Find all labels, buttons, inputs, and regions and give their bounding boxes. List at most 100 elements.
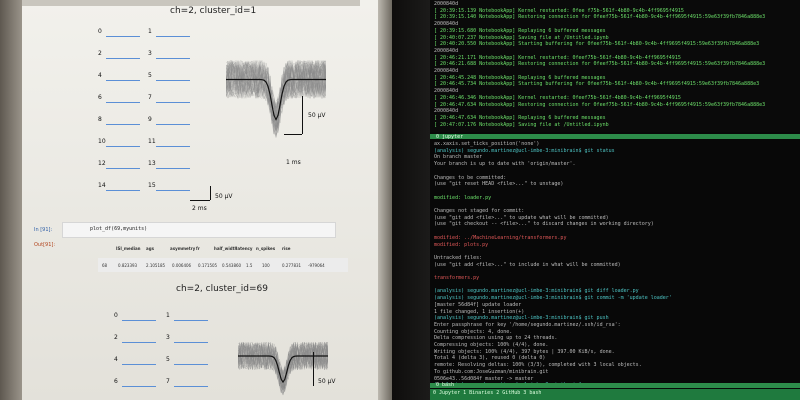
terminal-line: [ 20:46:45.734 NotebookApp] Starting buf… xyxy=(434,81,760,88)
plot2-spike-waveforms xyxy=(238,341,328,396)
terminal-line: 2000840d xyxy=(434,47,459,54)
plot1-channel-label: 0 xyxy=(98,28,102,35)
spike-trace xyxy=(226,60,326,132)
plot2-channel-label: 5 xyxy=(166,356,170,363)
terminal-line: remote: Resolving deltas: 100% (3/3), co… xyxy=(434,362,642,369)
monitor-bezel xyxy=(0,0,22,400)
plot1-channel-trace xyxy=(156,146,190,147)
grid-ms-label: 2 ms xyxy=(192,205,207,212)
dataframe-cell: 0.006406 xyxy=(172,263,192,268)
terminal-line: Counting objects: 4, done. xyxy=(434,328,513,335)
plot2-channel-trace xyxy=(122,386,156,387)
plot1-channel-trace xyxy=(106,102,140,103)
terminal-line: [ 20:40:07.237 NotebookApp] Saving file … xyxy=(434,34,609,41)
plot2-channel-label: 3 xyxy=(166,334,170,341)
plot2-channel-label: 7 xyxy=(166,378,170,385)
terminal-line: Enter passphrase for key '/home/segundo.… xyxy=(434,321,621,328)
notebook-top-strip xyxy=(22,0,360,6)
monitor-edge xyxy=(378,0,392,400)
dataframe-column-header: half_width xyxy=(214,246,238,251)
plot1-uv-label: 50 μV xyxy=(308,112,326,119)
spike-trace xyxy=(238,342,328,385)
dataframe-cell: 0.823393 xyxy=(118,263,138,268)
plot1-channel-label: 14 xyxy=(98,182,106,189)
terminal-line: [ 20:39:15.140 NotebookApp] Restoring co… xyxy=(434,14,766,21)
plot2-channel-trace xyxy=(122,320,156,321)
code-cell[interactable] xyxy=(62,222,336,238)
terminal-line: [ 20:46:47.634 NotebookApp] Replaying 6 … xyxy=(434,114,606,121)
terminal-line: modified: plots.py xyxy=(434,241,489,248)
plot1-channel-trace xyxy=(106,168,140,169)
dataframe-column-header: fr xyxy=(196,246,200,251)
terminal-line: 2000840d xyxy=(434,21,459,28)
dataframe-row xyxy=(98,258,348,272)
plot1-channel-label: 4 xyxy=(98,72,102,79)
plot1-channel-label: 5 xyxy=(148,72,152,79)
monitor-frame xyxy=(392,0,430,400)
pane-separator-top xyxy=(430,134,800,139)
dataframe-cell: 0.171505 xyxy=(198,263,218,268)
right-monitor: 2000840d [ 20:39:15.139 NotebookApp] Kern… xyxy=(392,0,800,400)
code-text[interactable]: plot_df(69,myunits) xyxy=(90,226,148,232)
plot1-ms-label: 1 ms xyxy=(286,159,301,166)
out-prompt: Out[91]: xyxy=(34,242,56,248)
pane-label-jupyter: 0 jupyter xyxy=(436,134,464,140)
plot1-channel-label: 8 xyxy=(98,116,102,123)
terminal-line: Changes not staged for commit: xyxy=(434,208,525,214)
plot2-channel-trace xyxy=(174,342,208,343)
jupyter-log-pane[interactable] xyxy=(430,0,800,132)
terminal-line: modified: ../MachineLearning/transformer… xyxy=(434,234,567,241)
plot1-uv-scalebar xyxy=(302,96,303,134)
terminal-line: To github.com:JoseGuzman/minibrain.git xyxy=(434,368,549,375)
plot1-channel-label: 2 xyxy=(98,50,102,57)
terminal-line: [ 20:47:07.176 NotebookApp] Saving file … xyxy=(434,121,609,128)
terminal-line: [ 20:39:15.139 NotebookApp] Kernel resta… xyxy=(434,7,684,14)
dataframe-cell: 100 xyxy=(262,263,270,268)
plot1-channel-label: 12 xyxy=(98,160,106,167)
plot1-channel-label: 10 xyxy=(98,138,106,145)
plot2-channel-label: 2 xyxy=(114,334,118,341)
dataframe-column-header: n_spikes xyxy=(256,246,276,251)
terminal-line: Changes to be committed: xyxy=(434,174,507,181)
terminal-line: Writing objects: 100% (4/4), 397 bytes |… xyxy=(434,348,615,355)
terminal-line: Total 4 (delta 3), reused 0 (delta 0) xyxy=(434,355,546,362)
terminal-line: 2000840d xyxy=(434,68,459,74)
left-monitor: ch=2, cluster_id=1 0 1 2 3 4 5 6 7 8 9 10 11 12 13 14 1… xyxy=(0,0,392,400)
plot1-channel-label: 6 xyxy=(98,94,102,101)
tmux-status-bar[interactable]: 0 Jupyter 1 Binaries 2 GitHub 3 bash xyxy=(430,389,800,400)
dataframe-column-header: rise xyxy=(282,246,291,251)
plot1-channel-trace xyxy=(106,146,140,147)
terminal-line: Untracked files: xyxy=(434,254,483,261)
terminal-line: ax.xaxis.set_ticks_position('none') xyxy=(434,141,540,147)
plot1-channel-label: 7 xyxy=(148,94,152,101)
plot1-channel-label: 1 xyxy=(148,28,152,35)
plot2-channel-label: 0 xyxy=(114,312,118,319)
dataframe-cell: -979064 xyxy=(308,263,325,268)
terminal-line: (analysis) segundo.martinez@ucl-imbe-3:m… xyxy=(434,288,639,295)
plot1-channel-label: 15 xyxy=(148,182,156,189)
plot1-channel-trace xyxy=(106,80,140,81)
dataframe-cell: 2.105185 xyxy=(146,263,166,268)
grid-uv-label: 50 μV xyxy=(215,193,233,200)
dataframe-column-header: ags xyxy=(146,246,154,251)
plot1-channel-trace xyxy=(106,36,140,37)
pane-separator-bottom xyxy=(430,383,800,388)
terminal-line: (use "git reset HEAD <file>..." to unsta… xyxy=(434,181,564,188)
terminal-line: On branch master xyxy=(434,154,483,161)
terminal-line: (analysis) segundo.martinez@ucl-imbe-3:m… xyxy=(434,315,609,322)
plot2-channel-trace xyxy=(174,320,208,321)
plot1-ms-scalebar xyxy=(284,134,302,135)
plot1-spike-waveforms xyxy=(226,59,326,138)
terminal-line: 0506e43..56d084f master -> master xyxy=(434,375,534,382)
tmux-window-list[interactable]: 0 Jupyter 1 Binaries 2 GitHub 3 bash xyxy=(433,390,542,396)
plot1-channel-trace xyxy=(106,58,140,59)
dataframe-column-header: ISI_median xyxy=(116,246,141,251)
plot1-channel-trace xyxy=(156,36,190,37)
plot2-channel-label: 1 xyxy=(166,312,170,319)
plot1-channel-label: 3 xyxy=(148,50,152,57)
spike-trace xyxy=(226,61,326,123)
plot2-uv-label: 50 μV xyxy=(318,378,336,385)
plot1-channel-trace xyxy=(106,124,140,125)
dataframe-row-index: 68 xyxy=(102,263,108,268)
terminal-line: [ 20:40:20.550 NotebookApp] Starting buf… xyxy=(434,41,760,48)
